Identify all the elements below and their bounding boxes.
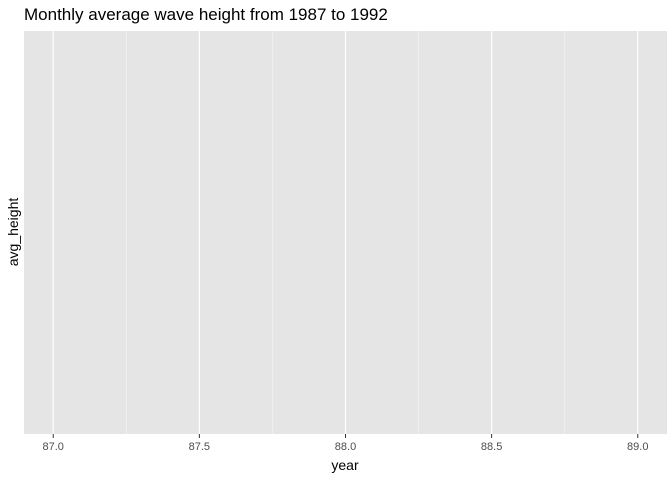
chart-title: Monthly average wave height from 1987 to… xyxy=(24,5,388,24)
x-axis-ticks: 87.0 87.5 88.0 88.5 89.0 xyxy=(43,434,648,453)
x-tick-label-0: 87.0 xyxy=(43,441,64,453)
x-tick-label-3: 88.5 xyxy=(481,441,502,453)
x-tick-label-1: 87.5 xyxy=(189,441,210,453)
x-tick-label-2: 88.0 xyxy=(335,441,356,453)
x-tick-label-4: 89.0 xyxy=(627,441,648,453)
y-axis-title: avg_height xyxy=(5,198,21,267)
grid-lines xyxy=(52,31,639,434)
x-axis-title: year xyxy=(331,457,359,473)
